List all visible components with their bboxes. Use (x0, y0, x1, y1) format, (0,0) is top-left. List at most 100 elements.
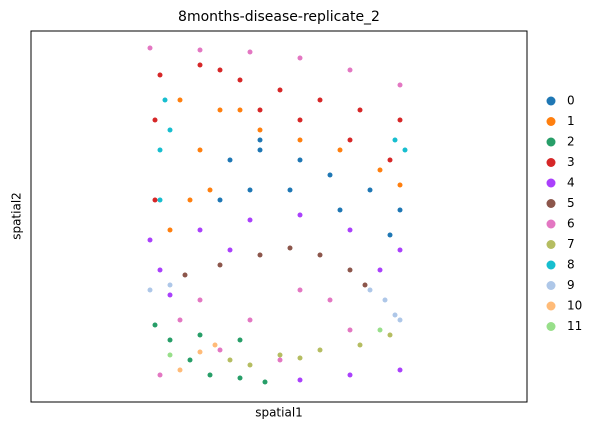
legend-marker (546, 137, 556, 147)
legend-label: 10 (567, 299, 582, 313)
point (297, 157, 303, 163)
point (247, 187, 253, 193)
point (147, 237, 153, 243)
point (187, 197, 193, 203)
legend-marker (546, 281, 556, 290)
point (247, 362, 253, 368)
point (257, 107, 263, 113)
point (157, 267, 163, 273)
point (297, 117, 303, 123)
legend-label: 3 (567, 155, 575, 169)
point (347, 227, 353, 233)
point (392, 137, 398, 143)
point (237, 337, 243, 343)
x-axis-label: spatial1 (255, 406, 303, 420)
point (247, 49, 253, 55)
point (182, 272, 188, 278)
point (217, 262, 223, 268)
point (152, 322, 158, 328)
point (297, 55, 303, 61)
point (147, 287, 153, 293)
point (327, 172, 333, 178)
point (197, 147, 203, 153)
point (347, 137, 353, 143)
legend-label: 2 (567, 135, 575, 149)
point (197, 227, 203, 233)
legend-label: 1 (567, 114, 575, 128)
point (377, 327, 383, 333)
point (167, 227, 173, 233)
point (167, 352, 173, 358)
point (152, 117, 158, 123)
point (212, 342, 218, 348)
legend-label: 4 (567, 176, 575, 190)
point (157, 372, 163, 378)
point (157, 197, 163, 203)
point (367, 187, 373, 193)
point (197, 349, 203, 355)
point (397, 207, 403, 213)
point (297, 377, 303, 383)
point (377, 267, 383, 273)
point (197, 297, 203, 303)
point (287, 245, 293, 251)
legend-marker (546, 158, 556, 167)
point (347, 267, 353, 273)
point (257, 147, 263, 153)
point (197, 62, 203, 68)
point (227, 357, 233, 363)
legend-marker (546, 301, 556, 311)
legend-marker (546, 96, 556, 106)
point (217, 107, 223, 113)
point (347, 372, 353, 378)
point (387, 232, 393, 238)
point (402, 147, 408, 153)
point (237, 107, 243, 113)
legend-marker (546, 117, 556, 126)
point (382, 297, 388, 303)
point (167, 337, 173, 343)
point (277, 352, 283, 358)
point (337, 207, 343, 213)
point (317, 347, 323, 353)
point (157, 72, 163, 78)
point (227, 157, 233, 163)
plot-frame (30, 30, 528, 403)
legend-marker (546, 322, 556, 331)
point (357, 342, 363, 348)
legend-label: 6 (567, 217, 575, 231)
point (277, 357, 283, 363)
point (187, 357, 193, 363)
point (347, 67, 353, 73)
point (162, 97, 168, 103)
point (317, 97, 323, 103)
point (227, 247, 233, 253)
point (237, 77, 243, 83)
point (327, 297, 333, 303)
point (157, 147, 163, 153)
point (337, 147, 343, 153)
point (247, 317, 253, 323)
legend-label: 7 (567, 237, 575, 251)
legend-label: 5 (567, 196, 575, 210)
point (217, 347, 223, 353)
point (377, 167, 383, 173)
point (257, 137, 263, 143)
legend-label: 0 (567, 94, 575, 108)
point (387, 157, 393, 163)
point (147, 45, 153, 51)
point (397, 367, 403, 373)
point (397, 82, 403, 88)
point (257, 127, 263, 133)
legend-label: 8 (567, 258, 575, 272)
point (152, 197, 158, 203)
point (387, 332, 393, 338)
point (362, 282, 368, 288)
point (207, 372, 213, 378)
legend-label: 11 (567, 319, 582, 333)
legend-marker (546, 240, 556, 249)
point (217, 197, 223, 203)
legend-marker (546, 178, 556, 188)
